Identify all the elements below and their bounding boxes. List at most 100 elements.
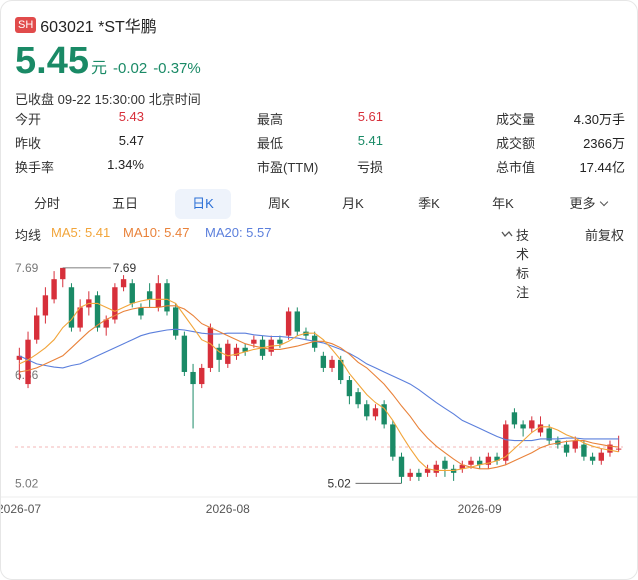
stat-value-open: 5.43 [118,109,144,124]
low-annotation-label: 5.02 [328,476,352,490]
stat-label-market-cap: 总市值 [496,160,536,175]
candle-body [285,311,292,336]
candle-body [346,380,353,397]
high-annotation-label: 7.69 [113,261,137,275]
ma20-line [19,328,619,442]
candle-body [103,319,109,328]
candle-body [520,424,526,429]
candle-body [381,404,387,425]
candle-body [68,287,75,328]
tab-intraday[interactable]: 分时 [33,196,60,211]
stat-label-turnover-amount: 成交额 [496,136,536,151]
candle-body [424,468,431,473]
stat-value-low: 5.41 [357,133,383,148]
tab-five-day[interactable]: 五日 [111,196,138,211]
candle-body [34,315,40,340]
price-row: 5.45 元 -0.02 -0.37% [15,41,201,81]
tab-weekly-k[interactable]: 周K [268,196,290,211]
stat-label-volume: 成交量 [496,112,536,127]
candle-body [294,311,300,332]
ma5-value: MA5: 5.41 [51,225,111,240]
tab-monthly-k[interactable]: 月K [342,196,364,211]
candle-body [372,408,379,417]
x-tick-label: 2026-07 [1,502,41,516]
candle-body [390,424,396,457]
candle-body [94,295,101,328]
trend-icon [501,230,513,237]
candle-body [572,440,578,449]
stat-label-low: 最低 [257,136,284,151]
candle-body [546,428,552,441]
candle-body [51,279,57,300]
candle-body [60,267,66,280]
candle-body [277,339,283,344]
stat-label-high: 最高 [257,112,284,127]
ma20-value: MA20: 5.57 [205,225,272,240]
tab-daily-k[interactable]: 日K [175,189,231,219]
tab-more[interactable]: 更多 [555,189,621,219]
market-status: 已收盘 09-22 15:30:00 北京时间 [15,92,201,107]
candle-body [77,307,83,328]
y-tick-label: 5.02 [15,476,39,490]
candle-body [25,339,31,385]
x-tick-label: 2026-09 [458,502,502,516]
price-change-pct: -0.37% [153,60,201,77]
adjust-toggle[interactable]: 前复权 [585,228,625,243]
candle-body [364,404,370,417]
candle-body [581,444,587,457]
stat-label-prev-close: 昨收 [15,136,42,151]
candle-body [459,464,466,469]
candle-body [216,347,222,360]
ma10-value: MA10: 5.47 [123,225,190,240]
stat-label-open: 今开 [15,112,42,127]
stat-value-high: 5.61 [357,109,383,124]
stock-title: 603021 *ST华鹏 [40,19,157,36]
stat-label-turnover-rate: 换手率 [15,160,55,175]
stat-value-turnover-amount: 2366万 [583,136,625,151]
ma-label: 均线 [15,228,42,243]
candle-body [485,456,492,465]
stat-label-pe: 市盈(TTM) [257,160,319,175]
tab-quarterly-k[interactable]: 季K [418,196,440,211]
candle-body [320,355,327,368]
candle-body [172,307,179,336]
tech-annotation-label: 技术标注 [516,228,530,300]
candle-body [329,359,335,368]
tech-annotation-toggle[interactable]: 技术标注 [501,225,529,300]
candle-body [338,359,344,381]
candle-body [155,283,162,308]
stat-value-volume: 4.30万手 [573,112,625,127]
candle-body [407,472,413,477]
price-change: -0.02 [112,60,148,77]
candle-body [112,287,118,320]
x-tick-label: 2026-08 [206,502,250,516]
candle-body [494,456,500,461]
candle-body [190,371,196,385]
candle-body [355,392,361,405]
y-tick-label: 7.69 [15,261,39,275]
candle-body [468,460,474,465]
candle-body [42,295,49,316]
current-price: 5.45 [15,40,89,82]
kline-chart[interactable]: 7.696.365.027.695.022026-072026-082026-0… [1,249,637,549]
candle-body [503,424,509,461]
ma10-line [19,305,619,470]
candle-body [433,464,439,473]
stat-value-market-cap: 17.44亿 [579,160,625,175]
candle-body [199,367,205,385]
stock-header: SH 603021 *ST华鹏 [15,13,157,37]
candle-body [615,448,622,450]
candle-body [164,283,170,312]
candle-body [16,355,23,360]
candle-body [233,347,240,356]
stat-value-turnover-rate: 1.34% [107,157,144,172]
candle-body [598,452,604,461]
candle-body [589,456,596,461]
candle-body [476,460,483,465]
ma5-line [19,298,619,471]
candle-body [138,307,144,316]
candle-body [207,327,214,368]
tab-yearly-k[interactable]: 年K [492,196,514,211]
candle-body [120,279,127,288]
